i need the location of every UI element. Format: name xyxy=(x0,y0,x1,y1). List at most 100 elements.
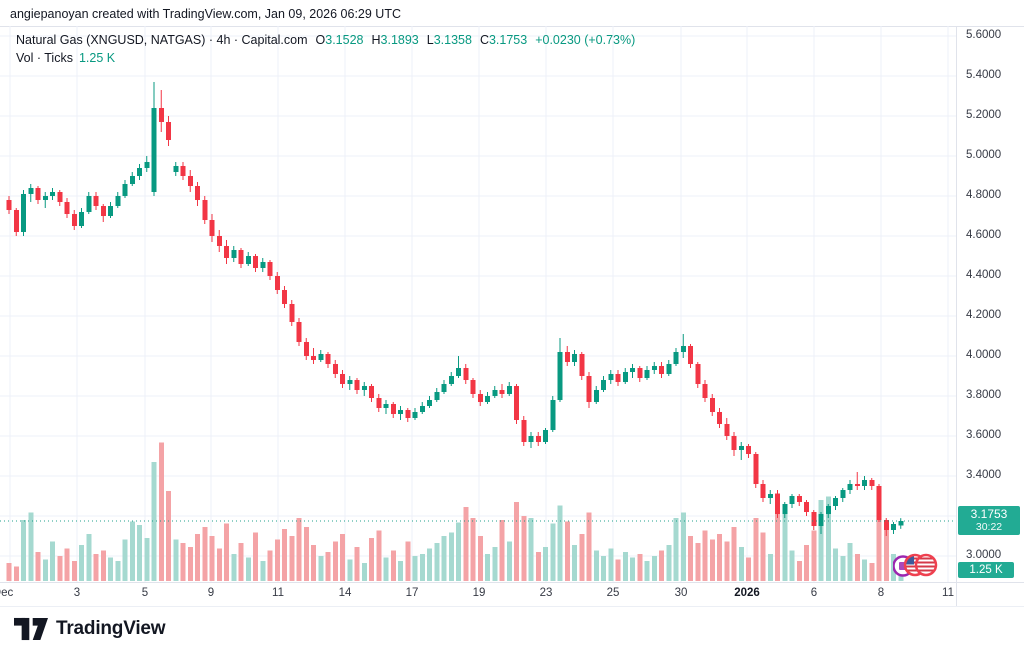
symbol-title[interactable]: Natural Gas (XNGUSD, NATGAS) · 4h · Capi… xyxy=(16,33,308,47)
candle-down[interactable] xyxy=(796,496,802,502)
candle-down[interactable] xyxy=(753,454,759,484)
candle-up[interactable] xyxy=(448,376,454,384)
candle-down[interactable] xyxy=(746,446,751,454)
candle-up[interactable] xyxy=(144,162,150,168)
candle-down[interactable] xyxy=(57,192,63,202)
candle-down[interactable] xyxy=(514,386,519,420)
candle-up[interactable] xyxy=(825,506,831,514)
candle-down[interactable] xyxy=(499,390,505,394)
candle-down[interactable] xyxy=(289,304,295,322)
candle-down[interactable] xyxy=(71,214,77,226)
candle-up[interactable] xyxy=(419,406,425,412)
candle-down[interactable] xyxy=(731,436,737,450)
candle-down[interactable] xyxy=(64,202,70,214)
candle-down[interactable] xyxy=(369,386,374,398)
candle-down[interactable] xyxy=(209,220,215,236)
candle-up[interactable] xyxy=(28,188,34,194)
candle-up[interactable] xyxy=(115,196,121,206)
candle-up[interactable] xyxy=(231,250,237,258)
candle-down[interactable] xyxy=(659,366,664,374)
candle-down[interactable] xyxy=(202,200,208,220)
candle-down[interactable] xyxy=(804,502,809,512)
candle-down[interactable] xyxy=(695,364,701,384)
candle-up[interactable] xyxy=(42,196,48,200)
candle-down[interactable] xyxy=(158,108,164,122)
candle-down[interactable] xyxy=(477,394,483,402)
candle-up[interactable] xyxy=(398,410,403,414)
candle-up[interactable] xyxy=(673,352,679,364)
candle-down[interactable] xyxy=(340,374,345,384)
candle-up[interactable] xyxy=(427,400,432,406)
candle-up[interactable] xyxy=(260,262,266,268)
candle-down[interactable] xyxy=(6,200,12,210)
candle-up[interactable] xyxy=(833,498,838,506)
candle-down[interactable] xyxy=(13,210,19,232)
candle-down[interactable] xyxy=(296,322,302,342)
candle-down[interactable] xyxy=(216,236,222,246)
candle-up[interactable] xyxy=(840,490,846,498)
candle-down[interactable] xyxy=(282,290,287,304)
candle-up[interactable] xyxy=(680,346,686,352)
candle-down[interactable] xyxy=(760,484,766,498)
candle-up[interactable] xyxy=(485,396,490,402)
candle-down[interactable] xyxy=(253,256,258,268)
time-axis[interactable]: Dec 3 5 9 11 14 17 19 23 25 30 2026 6 8 11 xyxy=(0,583,956,607)
candle-down[interactable] xyxy=(709,398,715,412)
candle-down[interactable] xyxy=(637,368,643,378)
candle-up[interactable] xyxy=(738,446,744,450)
candle-up[interactable] xyxy=(847,484,853,490)
price-axis[interactable]: 3.1753 30:22 1.25 K 5.6000 5.4000 5.2000 5.… xyxy=(957,26,1024,582)
candle-up[interactable] xyxy=(245,256,251,264)
candle-up[interactable] xyxy=(86,196,92,212)
candle-down[interactable] xyxy=(535,436,541,442)
candle-down[interactable] xyxy=(195,186,200,200)
candle-down[interactable] xyxy=(521,420,527,442)
candle-down[interactable] xyxy=(325,354,331,364)
tradingview-logo[interactable]: TradingView xyxy=(14,617,166,641)
candle-up[interactable] xyxy=(361,386,367,390)
candle-down[interactable] xyxy=(724,424,730,436)
candle-up[interactable] xyxy=(644,370,650,378)
candle-down[interactable] xyxy=(883,520,889,530)
candle-down[interactable] xyxy=(267,262,273,276)
candle-down[interactable] xyxy=(180,166,186,176)
candle-down[interactable] xyxy=(332,364,338,374)
candle-up[interactable] xyxy=(528,436,534,442)
candle-down[interactable] xyxy=(463,368,469,380)
candle-up[interactable] xyxy=(434,392,440,400)
us-flag-event-icon[interactable] xyxy=(914,553,938,577)
candle-up[interactable] xyxy=(108,206,113,216)
candle-down[interactable] xyxy=(586,376,592,402)
candle-down[interactable] xyxy=(717,412,722,424)
candle-down[interactable] xyxy=(405,410,411,418)
candle-down[interactable] xyxy=(869,480,875,486)
candle-up[interactable] xyxy=(557,352,563,400)
candle-down[interactable] xyxy=(93,196,99,206)
candle-down[interactable] xyxy=(274,276,280,290)
candle-up[interactable] xyxy=(506,386,512,394)
volume-label[interactable]: Vol · Ticks xyxy=(16,51,73,65)
candle-down[interactable] xyxy=(35,188,41,200)
candle-up[interactable] xyxy=(137,168,142,176)
candle-up[interactable] xyxy=(898,520,904,526)
candle-up[interactable] xyxy=(492,390,498,396)
candle-up[interactable] xyxy=(50,192,55,196)
candle-up[interactable] xyxy=(651,366,657,370)
candle-down[interactable] xyxy=(311,356,316,360)
candle-up[interactable] xyxy=(630,368,635,372)
candle-down[interactable] xyxy=(354,380,360,390)
economic-events-cluster[interactable] xyxy=(892,550,941,585)
candle-down[interactable] xyxy=(303,342,309,356)
candle-up[interactable] xyxy=(891,524,896,530)
candle-down[interactable] xyxy=(854,484,860,486)
candle-up[interactable] xyxy=(173,166,179,172)
candle-up[interactable] xyxy=(862,480,867,486)
candle-up[interactable] xyxy=(347,380,353,384)
candle-up[interactable] xyxy=(79,212,84,226)
candle-up[interactable] xyxy=(318,354,324,360)
candle-up[interactable] xyxy=(456,368,461,376)
candle-up[interactable] xyxy=(550,400,556,430)
candle-up[interactable] xyxy=(543,430,548,442)
candle-up[interactable] xyxy=(593,390,599,402)
candle-up[interactable] xyxy=(441,384,447,392)
